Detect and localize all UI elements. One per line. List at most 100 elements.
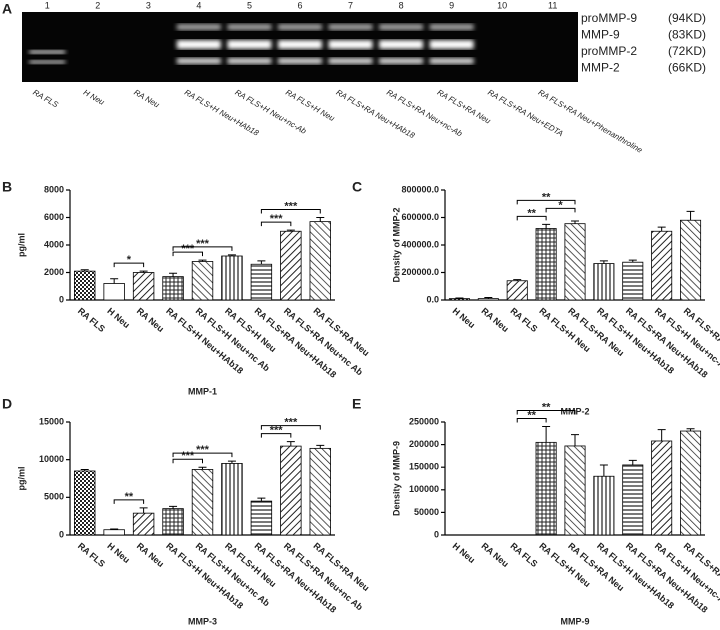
- lane-number: 7: [348, 0, 353, 10]
- bracket: [260, 209, 321, 214]
- bar: [477, 298, 499, 301]
- x-axis-label: MMP-9: [561, 616, 590, 626]
- significance: ***: [181, 243, 195, 255]
- lane-number: 4: [196, 0, 201, 10]
- error-bar: [513, 279, 522, 281]
- bar: [132, 272, 155, 301]
- panel-letter: C: [352, 179, 362, 195]
- bar: [221, 255, 243, 301]
- band: [278, 24, 322, 30]
- error-bar: [657, 429, 666, 441]
- bar: [593, 263, 615, 301]
- bracket: [516, 418, 547, 423]
- y-tick-label: 8000: [44, 184, 64, 194]
- y-tick-label: 0.0: [426, 294, 439, 304]
- bracket: [172, 246, 233, 251]
- y-tick-label: 600000.0: [401, 212, 439, 222]
- y-axis-label: Density of MMP-2: [391, 207, 401, 282]
- error-bar: [169, 272, 178, 277]
- bracket: [113, 499, 145, 504]
- x-tick-label: RA FLS+H Neu: [537, 306, 592, 354]
- y-tick-label: 10000: [39, 454, 64, 464]
- lane-number: 3: [146, 0, 151, 10]
- lane-label: RA FLS+RA Neu+Phenanthroline: [537, 88, 645, 155]
- significance: ***: [196, 444, 210, 456]
- band: [379, 58, 424, 64]
- x-tick-label: H Neu: [105, 541, 131, 565]
- bar: [506, 280, 528, 301]
- significance: **: [527, 207, 536, 219]
- bar: [280, 230, 302, 301]
- band: [379, 40, 424, 49]
- y-tick-label: 400000.0: [401, 239, 439, 249]
- x-tick-label: H Neu: [451, 541, 477, 565]
- lane-label: H Neu: [82, 88, 107, 107]
- bar: [103, 283, 125, 301]
- error-bar: [169, 505, 178, 509]
- y-tick-label: 0: [59, 294, 64, 304]
- error-bar: [628, 259, 637, 263]
- band: [429, 58, 474, 64]
- bracket: [516, 215, 547, 221]
- panel-letter: D: [2, 396, 12, 412]
- x-tick-label: RA Neu: [135, 541, 166, 569]
- error-bar: [110, 278, 119, 284]
- bar: [651, 440, 673, 536]
- error-bar: [316, 444, 325, 449]
- bar: [564, 445, 586, 536]
- band: [429, 40, 474, 49]
- lane-number: 1: [45, 0, 50, 10]
- bar: [680, 219, 702, 301]
- x-tick-label: H Neu: [105, 306, 131, 330]
- bar: [191, 261, 214, 301]
- y-tick-label: 15000: [39, 416, 64, 426]
- y-tick-label: 200000.0: [401, 267, 439, 277]
- significance: **: [527, 409, 536, 421]
- significance: ***: [181, 450, 195, 462]
- y-tick-label: 100000: [409, 484, 439, 494]
- lane-number: 11: [548, 0, 557, 10]
- error-bar: [110, 528, 119, 530]
- significance: ***: [196, 238, 210, 250]
- band-size: (72KD): [668, 44, 706, 58]
- bar: [622, 464, 644, 536]
- error-bar: [455, 297, 464, 299]
- lane-number: 9: [449, 0, 454, 10]
- lane-number: 8: [399, 0, 404, 10]
- error-bar: [571, 434, 579, 446]
- bar: [191, 469, 214, 536]
- x-axis-label: MMP-1: [188, 386, 217, 396]
- bar: [221, 463, 243, 536]
- bar: [564, 223, 586, 301]
- y-tick-label: 2000: [44, 267, 64, 277]
- band: [29, 60, 66, 64]
- band-name: MMP-9: [581, 28, 620, 42]
- bracket: [172, 251, 203, 257]
- panel-letter: A: [2, 1, 12, 17]
- band-name: MMP-2: [581, 61, 620, 75]
- significance: *: [127, 254, 132, 266]
- band: [176, 24, 221, 30]
- x-tick-label: RA FLS: [76, 541, 107, 569]
- bar: [535, 228, 557, 301]
- bar: [593, 475, 615, 536]
- bar: [162, 276, 184, 301]
- y-tick-label: 800000.0: [401, 184, 439, 194]
- significance: ***: [284, 200, 298, 212]
- significance: **: [542, 401, 551, 413]
- bar: [651, 230, 673, 301]
- panel-letter: B: [2, 179, 12, 195]
- bar: [448, 298, 470, 301]
- error-bar: [286, 441, 295, 447]
- y-axis-label: pg/ml: [16, 467, 26, 491]
- bar: [250, 500, 273, 536]
- x-tick-label: RA FLS: [508, 541, 539, 569]
- x-tick-label: RA FLS+H Neu: [537, 541, 592, 589]
- band: [227, 58, 272, 64]
- bracket: [113, 262, 145, 268]
- error-bar: [198, 466, 207, 470]
- error-bar: [286, 229, 295, 232]
- x-axis-label: MMP-3: [188, 616, 217, 626]
- y-tick-label: 4000: [44, 239, 64, 249]
